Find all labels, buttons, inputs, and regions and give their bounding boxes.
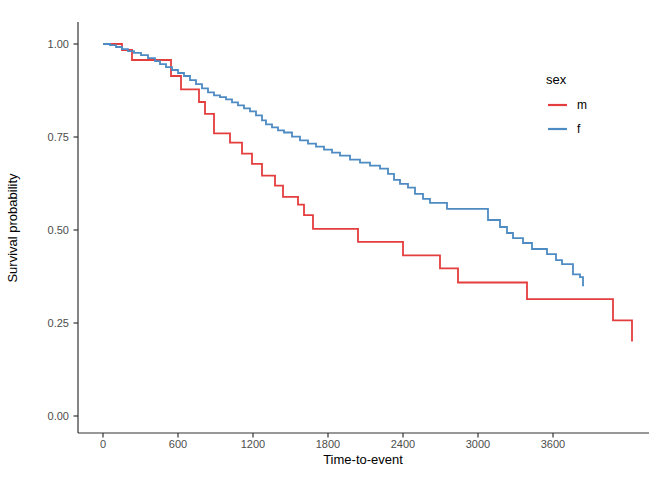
x-tick-label: 600	[169, 438, 187, 450]
y-tick-label: 0.25	[48, 317, 69, 329]
x-tick-label: 1200	[241, 438, 265, 450]
legend-label-m: m	[577, 98, 587, 112]
survival-curves-layer	[103, 44, 632, 342]
survival-curve-m	[103, 44, 632, 342]
legend-entry-m: m	[548, 98, 587, 112]
survival-curve-f	[103, 44, 584, 285]
y-tick-label: 0.00	[48, 410, 69, 422]
survival-plot-figure: 0 600 1200 1800 2400 3000 3600 0.00 0.25 0.50 0.75…	[0, 0, 672, 480]
chart-canvas: 0 600 1200 1800 2400 3000 3600 0.00 0.25 0.50 0.75…	[0, 0, 672, 480]
x-tick-label: 3600	[541, 438, 565, 450]
legend: sex m f	[546, 72, 587, 136]
y-tick-label: 0.75	[48, 131, 69, 143]
x-tick-label: 3000	[466, 438, 490, 450]
x-tick-label: 2400	[391, 438, 415, 450]
x-axis-title: Time-to-event	[323, 452, 403, 467]
y-axis-title: Survival probability	[5, 173, 20, 283]
x-tick-label: 1800	[316, 438, 340, 450]
x-tick-label: 0	[100, 438, 106, 450]
y-tick-label: 0.50	[48, 224, 69, 236]
y-tick-label: 1.00	[48, 38, 69, 50]
legend-entry-f: f	[548, 122, 581, 136]
legend-label-f: f	[577, 122, 581, 136]
legend-title: sex	[546, 72, 567, 87]
